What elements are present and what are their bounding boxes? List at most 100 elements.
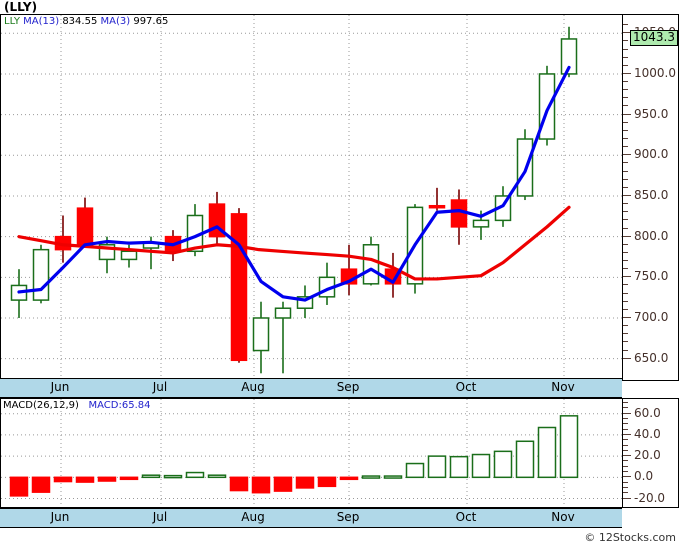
price-minor-tick [623, 219, 628, 221]
price-minor-tick [623, 129, 628, 131]
macd-tick-label: -20.0 [634, 490, 666, 505]
price-tick-label: 650.0 [634, 350, 669, 365]
price-minor-tick [623, 81, 628, 83]
macd-tick-label: 60.0 [634, 405, 661, 420]
price-minor-tick [623, 333, 628, 335]
macd-plot-area [1, 399, 623, 507]
macd-tick-mark [623, 497, 631, 499]
legend-ma13-value: 834.55 [62, 16, 98, 27]
price-minor-tick [623, 300, 628, 302]
price-tick-label: 800.0 [634, 228, 669, 243]
price-minor-tick [623, 24, 628, 26]
macd-tick-mark [623, 476, 631, 478]
macd-x-label: Aug [241, 510, 265, 524]
price-tick-label: 900.0 [634, 147, 669, 162]
macd-indicator-label: MACD(26,12,9) [3, 400, 79, 411]
price-tick-label: 750.0 [634, 269, 669, 284]
price-chart-panel[interactable] [0, 14, 679, 381]
legend-ma13-label: MA(13) [23, 16, 60, 27]
legend-symbol: LLY [4, 16, 20, 27]
legend-ma3-label: MA(3) [100, 16, 131, 27]
price-minor-tick [623, 64, 628, 66]
price-minor-tick [623, 178, 628, 180]
price-minor-tick [623, 48, 628, 50]
price-tick-mark [623, 276, 631, 278]
price-tick-mark [623, 235, 631, 237]
macd-tick-label: 0.0 [634, 469, 654, 484]
macd-x-label: Nov [551, 510, 575, 524]
price-minor-tick [623, 211, 628, 213]
macd-minor-tick [623, 407, 628, 409]
price-tick-label: 850.0 [634, 187, 669, 202]
price-minor-tick [623, 349, 628, 351]
price-x-label: Jul [152, 380, 168, 394]
macd-tick-label: 40.0 [634, 426, 661, 441]
price-x-label: Aug [241, 380, 265, 394]
price-minor-tick [623, 97, 628, 99]
price-tick-mark [623, 154, 631, 156]
macd-minor-tick [623, 402, 628, 404]
price-minor-tick [623, 227, 628, 229]
price-minor-tick [623, 203, 628, 205]
macd-x-label: Sep [336, 510, 360, 524]
price-minor-tick [623, 325, 628, 327]
macd-x-label: Jun [50, 510, 70, 524]
price-minor-tick [623, 146, 628, 148]
macd-minor-tick [623, 439, 628, 441]
macd-x-label: Jul [152, 510, 168, 524]
price-minor-tick [623, 260, 628, 262]
price-x-label: Sep [336, 380, 360, 394]
price-tick-label: 700.0 [634, 309, 669, 324]
price-tick-mark [623, 194, 631, 196]
price-tick-mark [623, 72, 631, 74]
price-minor-tick [623, 105, 628, 107]
price-plot-area [1, 15, 623, 379]
current-price-badge: 1043.3 [630, 29, 678, 46]
price-minor-tick [623, 341, 628, 343]
macd-x-label: Oct [455, 510, 477, 524]
macd-legend: MACD(26,12,9) MACD:65.84 [3, 400, 150, 411]
price-minor-tick [623, 56, 628, 58]
macd-minor-tick [623, 418, 628, 420]
macd-minor-tick [623, 481, 628, 483]
macd-tick-label: 20.0 [634, 448, 661, 463]
price-x-label: Nov [551, 380, 575, 394]
macd-minor-tick [623, 460, 628, 462]
price-minor-tick [623, 89, 628, 91]
macd-axis-spine [622, 398, 623, 508]
price-tick-label: 950.0 [634, 106, 669, 121]
price-tick-mark [623, 357, 631, 359]
price-minor-tick [623, 138, 628, 140]
macd-minor-tick [623, 444, 628, 446]
price-minor-tick [623, 40, 628, 42]
price-minor-tick [623, 186, 628, 188]
price-minor-tick [623, 308, 628, 310]
price-x-label: Oct [455, 380, 477, 394]
price-minor-tick [623, 268, 628, 270]
macd-tick-mark [623, 455, 631, 457]
macd-chart-panel[interactable] [0, 398, 679, 508]
price-minor-tick [623, 170, 628, 172]
price-minor-tick [623, 121, 628, 123]
macd-tick-mark [623, 412, 631, 414]
price-minor-tick [623, 162, 628, 164]
macd-minor-tick [623, 486, 628, 488]
macd-minor-tick [623, 492, 628, 494]
price-minor-tick [623, 292, 628, 294]
legend-ma3-value: 997.65 [133, 16, 169, 27]
macd-minor-tick [623, 428, 628, 430]
macd-minor-tick [623, 465, 628, 467]
price-tick-mark [623, 32, 631, 34]
macd-minor-tick [623, 449, 628, 451]
page-title: (LLY) [4, 0, 38, 14]
macd-tick-mark [623, 433, 631, 435]
macd-value-label: MACD:65.84 [88, 400, 151, 411]
price-x-label: Jun [50, 380, 70, 394]
price-tick-mark [623, 316, 631, 318]
price-tick-label: 1000.0 [634, 65, 676, 80]
macd-minor-tick [623, 471, 628, 473]
price-minor-tick [623, 243, 628, 245]
price-legend: LLY MA(13) 834.55 MA(3) 997.65 [4, 16, 168, 27]
price-tick-mark [623, 113, 631, 115]
